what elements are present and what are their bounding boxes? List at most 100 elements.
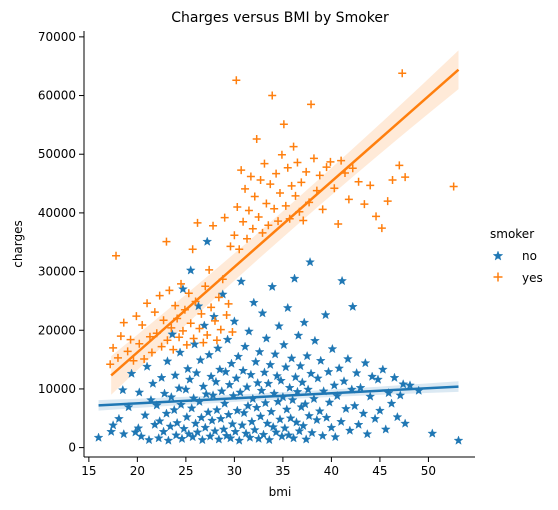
data-point-yes bbox=[232, 76, 241, 85]
data-point-yes bbox=[207, 303, 216, 312]
data-point-yes bbox=[182, 340, 191, 349]
regression-line-yes bbox=[110, 68, 460, 377]
data-point-no bbox=[180, 384, 191, 394]
data-point-no bbox=[207, 415, 217, 425]
data-point-yes bbox=[256, 176, 265, 185]
data-point-no bbox=[190, 418, 201, 428]
data-point-no bbox=[123, 401, 134, 412]
data-point-no bbox=[142, 361, 152, 371]
data-point-yes bbox=[239, 217, 248, 226]
data-point-yes bbox=[167, 323, 176, 332]
data-point-yes bbox=[169, 345, 178, 354]
data-point-no bbox=[282, 302, 293, 313]
data-point-no bbox=[377, 364, 388, 374]
data-point-no bbox=[358, 408, 369, 418]
data-point-yes bbox=[287, 181, 296, 190]
data-point-no bbox=[233, 351, 244, 361]
data-point-no bbox=[246, 416, 257, 426]
data-point-yes bbox=[109, 343, 118, 352]
data-point-no bbox=[170, 370, 181, 380]
data-point-yes bbox=[254, 213, 263, 222]
data-point-yes bbox=[138, 320, 147, 329]
data-point-yes bbox=[307, 100, 316, 109]
data-point-yes bbox=[283, 163, 292, 172]
data-point-no bbox=[255, 411, 266, 421]
data-point-yes bbox=[224, 299, 233, 308]
data-point-no bbox=[172, 417, 183, 428]
data-point-no bbox=[398, 379, 409, 389]
data-point-no bbox=[161, 408, 172, 418]
data-point-yes bbox=[334, 220, 343, 229]
data-point-no bbox=[299, 317, 310, 327]
data-point-no bbox=[217, 289, 228, 299]
data-point-no bbox=[214, 364, 225, 374]
data-point-no bbox=[210, 426, 220, 436]
data-point-no bbox=[237, 420, 248, 430]
data-point-no bbox=[288, 433, 299, 443]
data-point-no bbox=[273, 396, 283, 407]
data-point-yes bbox=[297, 178, 306, 187]
data-points bbox=[93, 69, 464, 445]
data-point-no bbox=[169, 404, 180, 415]
data-point-no bbox=[309, 393, 319, 404]
data-point-no bbox=[166, 391, 177, 402]
y-tick-label: 50000 bbox=[38, 147, 76, 161]
data-point-no bbox=[250, 356, 261, 367]
data-point-no bbox=[232, 405, 243, 415]
data-point-no bbox=[147, 378, 158, 388]
data-point-no bbox=[163, 435, 174, 445]
data-point-yes bbox=[309, 154, 318, 163]
data-point-no bbox=[134, 387, 145, 397]
data-point-no bbox=[167, 329, 178, 339]
data-point-yes bbox=[274, 217, 283, 226]
data-point-no bbox=[117, 384, 128, 395]
data-point-no bbox=[312, 373, 323, 383]
x-tick-label: 15 bbox=[81, 464, 96, 478]
legend-title: smoker bbox=[490, 227, 534, 241]
data-point-no bbox=[231, 373, 242, 383]
data-point-yes bbox=[337, 156, 346, 165]
confidence-bands bbox=[98, 50, 459, 411]
data-point-no bbox=[289, 273, 300, 283]
data-point-no bbox=[320, 309, 331, 320]
data-point-no bbox=[242, 381, 252, 392]
data-point-no bbox=[261, 333, 272, 343]
data-point-no bbox=[199, 320, 210, 330]
data-point-no bbox=[178, 284, 188, 294]
data-point-yes bbox=[123, 347, 132, 356]
data-point-yes bbox=[193, 218, 202, 227]
data-point-no bbox=[196, 412, 207, 422]
data-point-yes bbox=[293, 158, 302, 167]
data-point-no bbox=[212, 404, 222, 415]
y-tick-label: 10000 bbox=[38, 382, 76, 396]
data-point-yes bbox=[212, 336, 221, 345]
data-point-no bbox=[171, 430, 182, 440]
data-point-yes bbox=[186, 319, 195, 328]
x-tick-label: 45 bbox=[372, 464, 387, 478]
data-point-no bbox=[337, 275, 347, 286]
data-point-no bbox=[373, 374, 383, 384]
data-point-no bbox=[374, 405, 385, 415]
data-point-yes bbox=[322, 163, 331, 172]
data-point-no bbox=[323, 366, 334, 377]
data-point-no bbox=[176, 399, 186, 409]
data-point-no bbox=[309, 335, 320, 346]
x-axis-label: bmi bbox=[269, 485, 292, 499]
data-point-no bbox=[427, 428, 438, 438]
data-point-yes bbox=[145, 332, 154, 341]
data-point-no bbox=[223, 409, 234, 419]
regression-line-no bbox=[98, 385, 459, 407]
data-point-no bbox=[211, 376, 221, 387]
data-point-yes bbox=[241, 184, 250, 193]
data-point-no bbox=[286, 353, 297, 363]
data-point-yes bbox=[246, 172, 255, 181]
legend: smoker no yes bbox=[490, 227, 543, 285]
data-point-yes bbox=[262, 199, 271, 208]
data-point-yes bbox=[250, 192, 259, 201]
data-point-no bbox=[336, 416, 347, 426]
data-point-no bbox=[353, 419, 364, 429]
data-point-no bbox=[306, 368, 316, 378]
data-point-yes bbox=[275, 188, 284, 197]
y-axis-label: charges bbox=[11, 220, 25, 268]
data-point-no bbox=[300, 399, 311, 409]
